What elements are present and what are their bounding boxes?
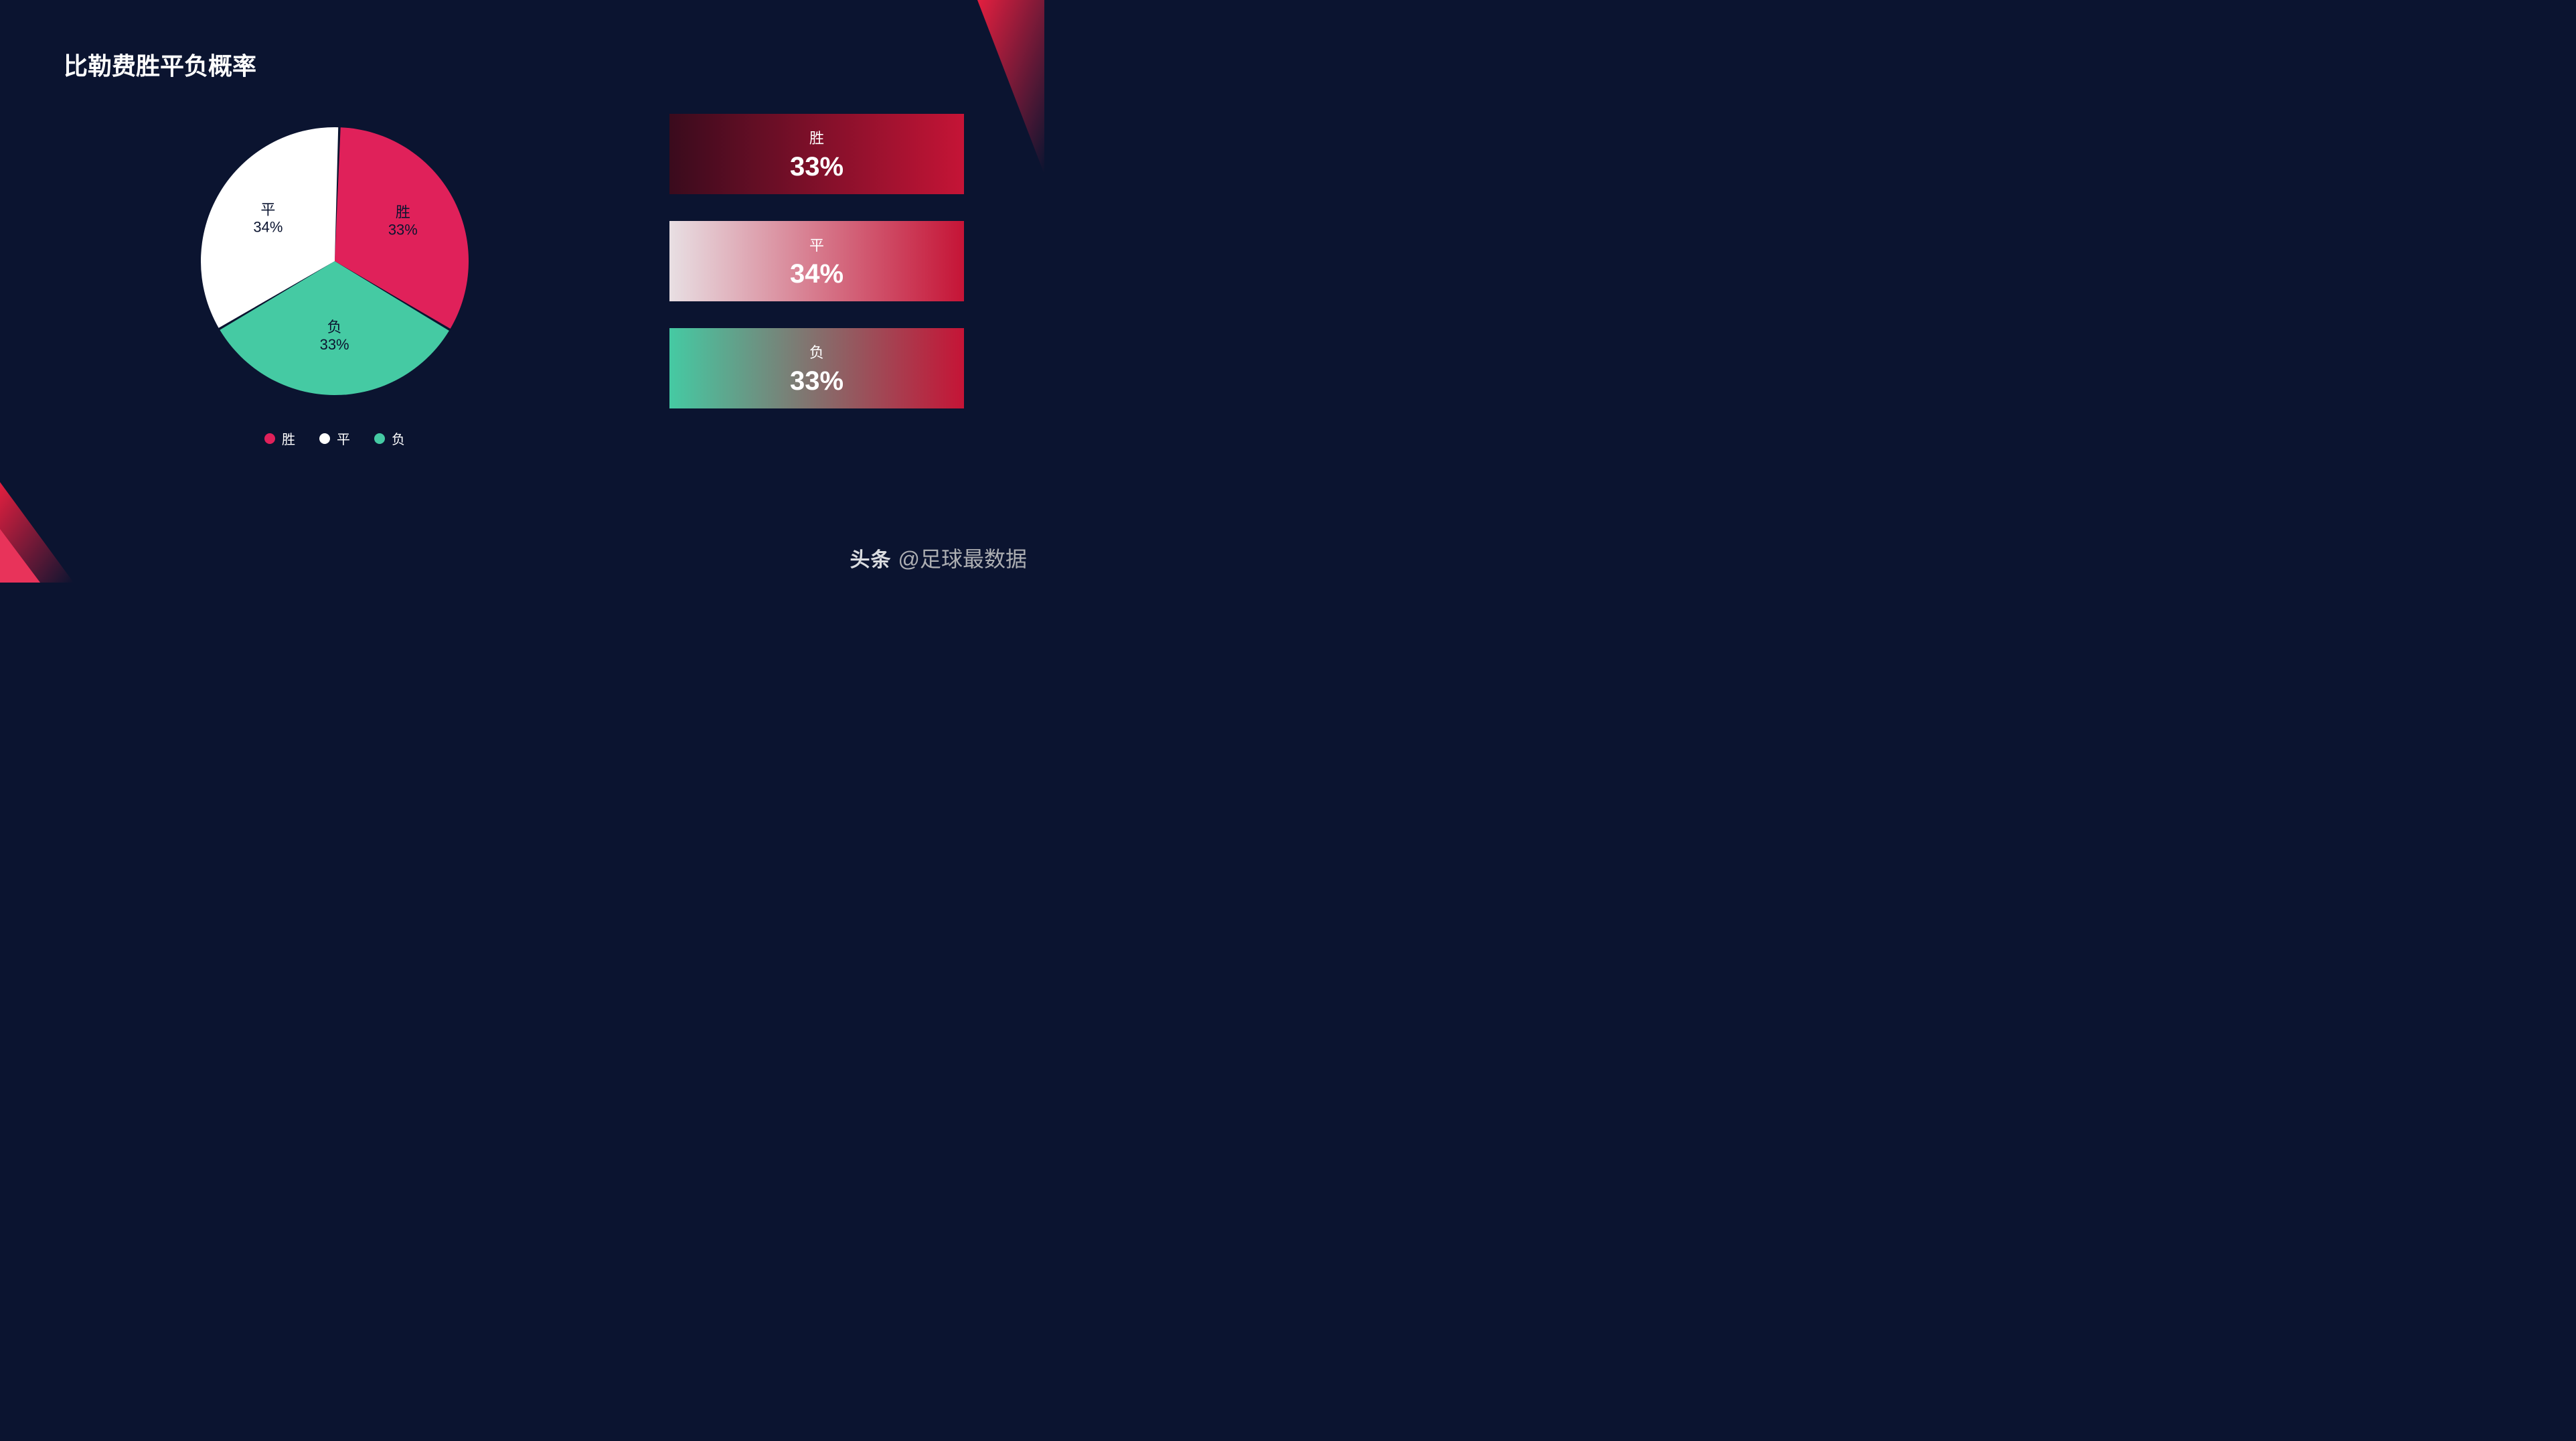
pie-percent-win: 33% <box>388 221 418 238</box>
legend-label: 胜 <box>282 429 295 448</box>
watermark: 头条 @足球最数据 <box>850 542 1028 573</box>
legend-item-胜: 胜 <box>264 429 295 448</box>
pie-percent-lose: 33% <box>320 336 349 353</box>
pie-chart: 胜33%负33%平34% 胜平负 <box>167 114 502 448</box>
stat-card-label: 负 <box>809 341 824 362</box>
legend-item-负: 负 <box>374 429 405 448</box>
legend-dot-icon <box>319 433 330 444</box>
pie-label-lose: 负 <box>327 319 342 335</box>
stat-card-label: 平 <box>809 234 824 255</box>
slide-stage: 比勒费胜平负概率 胜33%负33%平34% 胜平负 胜33%平34%负33% 头… <box>0 0 1044 583</box>
stat-card-label: 胜 <box>809 127 824 148</box>
pie-label-win: 胜 <box>396 204 410 220</box>
legend-dot-icon <box>374 433 385 444</box>
stat-card-lose: 负 33% <box>669 328 964 408</box>
watermark-text: @足球最数据 <box>898 542 1028 573</box>
stat-card-value: 33% <box>790 366 843 396</box>
stat-card-value: 33% <box>790 152 843 182</box>
legend-dot-icon <box>264 433 275 444</box>
legend-label: 平 <box>337 429 350 448</box>
stat-card-win: 胜 33% <box>669 114 964 194</box>
chart-title: 比勒费胜平负概率 <box>64 47 256 82</box>
legend-label: 负 <box>392 429 405 448</box>
stat-card-draw: 平 34% <box>669 221 964 301</box>
pie-percent-draw: 34% <box>253 219 283 236</box>
watermark-badge: 头条 <box>850 543 892 573</box>
stat-cards: 胜 33% 平 34% 负 33% <box>669 114 964 408</box>
legend-item-平: 平 <box>319 429 350 448</box>
legend: 胜平负 <box>167 429 502 448</box>
stat-card-value: 34% <box>790 259 843 289</box>
pie-label-draw: 平 <box>260 202 275 218</box>
